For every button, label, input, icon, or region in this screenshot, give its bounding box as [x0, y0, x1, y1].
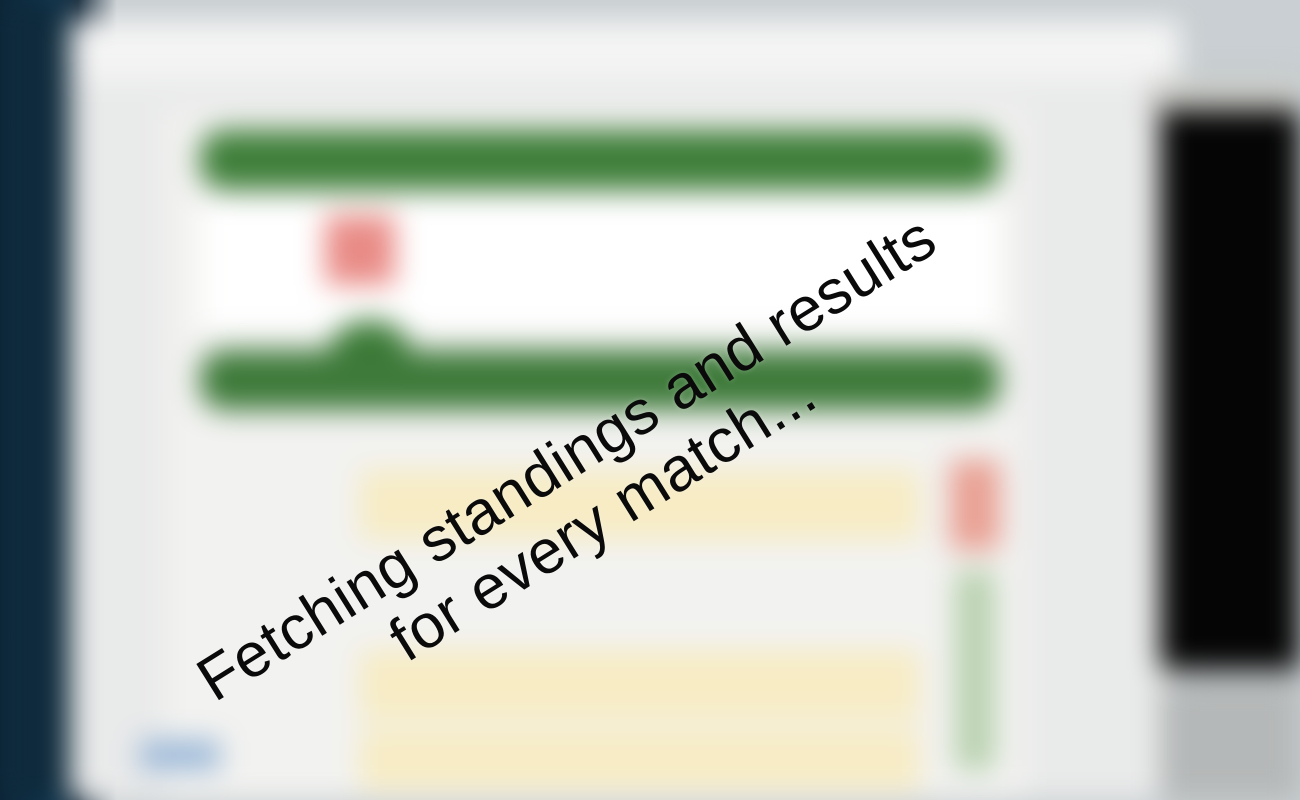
side-panel-footer: [1160, 680, 1300, 800]
result-row: [360, 650, 920, 720]
result-row: [360, 470, 920, 540]
highlight-cell: [325, 215, 395, 285]
section-header-bar: [200, 350, 1000, 410]
status-column: [955, 570, 995, 770]
result-row: [360, 730, 920, 790]
side-panel: [1160, 110, 1300, 670]
status-cell: [950, 460, 1000, 550]
window-toolbar: [70, 20, 1180, 80]
footer-link: [140, 740, 220, 770]
desktop-edge: [0, 0, 70, 800]
section-header-bar: [200, 130, 1000, 190]
